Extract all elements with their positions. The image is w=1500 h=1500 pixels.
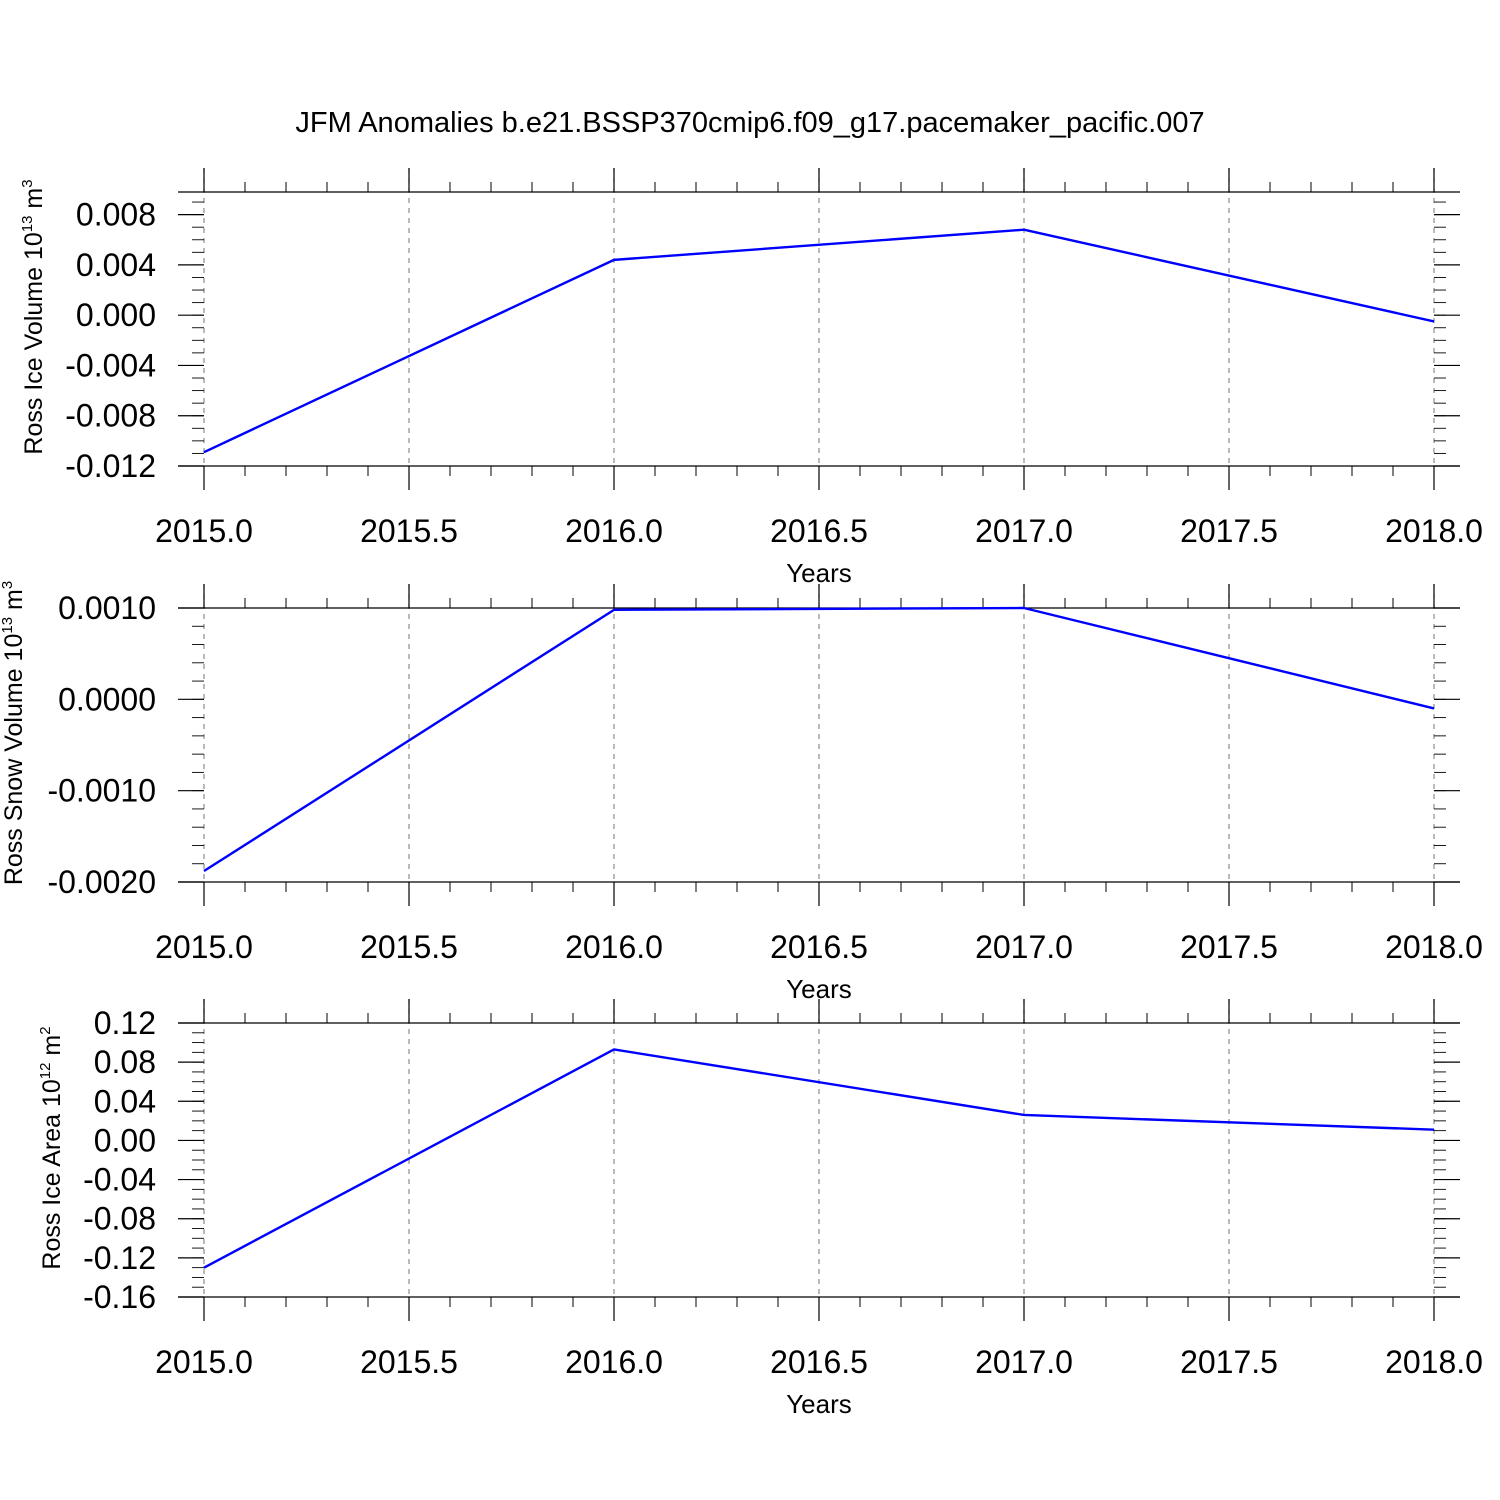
y-tick-label: 0.0000 [58,681,156,717]
chart-title: JFM Anomalies b.e21.BSSP370cmip6.f09_g17… [295,107,1204,139]
x-axis-title: Years [786,1389,852,1419]
y-tick-label: -0.04 [83,1162,156,1198]
y-tick-label: -0.08 [83,1201,156,1237]
y-tick-label: -0.0020 [47,864,156,900]
x-tick-label: 2017.5 [1180,513,1278,549]
x-tick-label: 2016.0 [565,513,663,549]
x-tick-label: 2015.5 [360,1344,458,1380]
y-axis-title-unit-sup: 3 [19,179,36,187]
x-tick-label: 2017.0 [975,513,1073,549]
y-tick-label: 0.04 [94,1083,156,1119]
y-axis-title-unit: m [38,1035,66,1063]
y-axis-title-sup: 12 [37,1063,54,1080]
x-tick-label: 2018.0 [1385,513,1483,549]
y-tick-label: 0.0010 [58,590,156,626]
series-line [203,1048,1435,1269]
y-axis-title: Ross Snow Volume 1013 m3 [0,581,28,885]
y-axis-title-unit: m [0,589,28,617]
y-axis-title-sup: 13 [0,617,16,634]
x-tick-label: 2015.0 [155,513,253,549]
x-tick-label: 2015.5 [360,929,458,965]
y-axis-title-text: Ross Ice Area 10 [38,1079,66,1269]
y-axis-title-text: Ross Ice Volume 10 [20,232,48,454]
y-axis-title-sup: 13 [19,216,36,233]
y-axis-title: Ross Ice Volume 1013 m3 [19,179,48,454]
x-tick-label: 2017.0 [975,1344,1073,1380]
y-tick-label: -0.12 [83,1240,156,1276]
panel-ice-area: -0.16-0.12-0.08-0.04 0.000.040.080.12 2015… [37,999,1483,1419]
y-axis-title-unit: m [20,188,48,216]
y-tick-label: 0.000 [76,297,156,333]
y-axis-title-text: Ross Snow Volume 10 [0,634,28,886]
x-tick-label: 2018.0 [1385,929,1483,965]
y-axis-title-unit-sup: 3 [0,581,16,589]
y-tick-label: 0.004 [76,247,156,283]
y-tick-label: -0.16 [83,1279,156,1315]
y-tick-label: -0.0010 [47,773,156,809]
x-tick-label: 2018.0 [1385,1344,1483,1380]
y-tick-label: -0.004 [65,347,156,383]
x-tick-label: 2017.5 [1180,1344,1278,1380]
y-tick-label: 0.00 [94,1122,156,1158]
x-tick-label: 2017.0 [975,929,1073,965]
x-tick-label: 2016.0 [565,1344,663,1380]
y-tick-label: 0.08 [94,1044,156,1080]
x-tick-label: 2015.0 [155,1344,253,1380]
series-line [203,228,1435,454]
y-tick-label: -0.008 [65,398,156,434]
x-tick-label: 2015.5 [360,513,458,549]
y-tick-label: 0.008 [76,197,156,233]
x-tick-label: 2016.0 [565,929,663,965]
x-tick-label: 2016.5 [770,929,868,965]
y-tick-label: -0.012 [65,448,156,484]
series-line [203,606,1435,873]
x-tick-label: 2016.5 [770,513,868,549]
y-axis-title-unit-sup: 2 [37,1026,54,1034]
y-axis-title: Ross Ice Area 1012 m2 [37,1026,66,1269]
x-tick-label: 2016.5 [770,1344,868,1380]
x-tick-label: 2017.5 [1180,929,1278,965]
panel-snow-volume: -0.0020 -0.0010 0.0000 0.0010 2015.0 2015.5 20… [0,581,1483,1004]
x-axis-title: Years [786,558,852,588]
panel-ice-volume: -0.012 -0.008 -0.004 0.000 0.004 0.008 2015.0 2… [19,168,1483,588]
y-tick-label: 0.12 [94,1005,156,1041]
x-tick-label: 2015.0 [155,929,253,965]
